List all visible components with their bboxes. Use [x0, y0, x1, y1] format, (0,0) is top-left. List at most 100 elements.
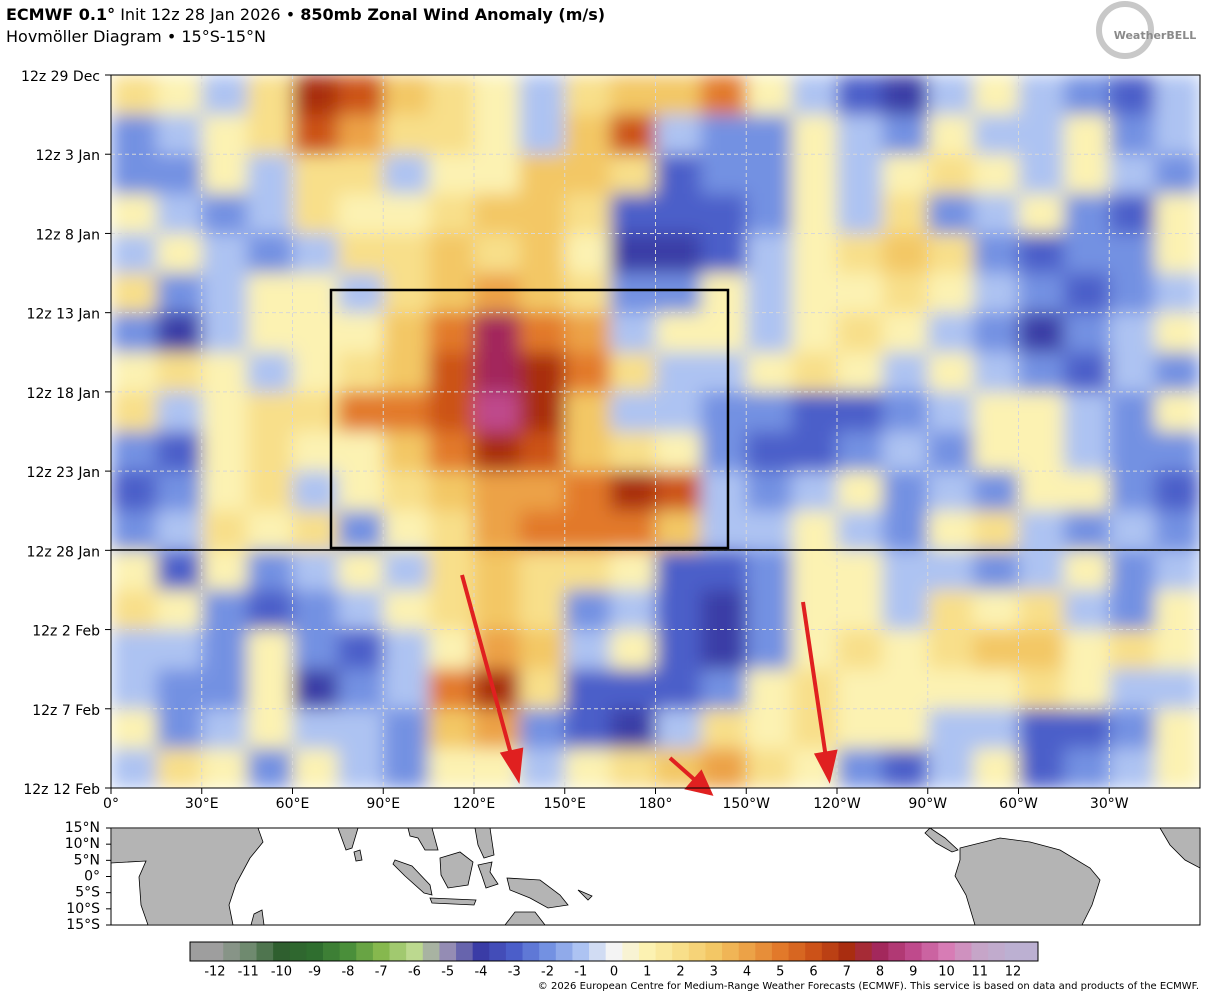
heatmap-cell: [610, 471, 656, 512]
heatmap-cell: [111, 273, 157, 314]
heatmap-cell: [337, 391, 384, 432]
heatmap-cell: [973, 748, 1019, 788]
heatmap-cell: [927, 510, 974, 551]
colorbar-tick-label: -1: [574, 965, 587, 980]
x-tick-label: 30°E: [185, 796, 219, 812]
heatmap-cell: [973, 273, 1019, 314]
heatmap-cell: [564, 629, 611, 670]
heatmap-cell: [882, 629, 929, 670]
heatmap-cell: [837, 669, 883, 710]
heatmap-cell: [519, 708, 566, 749]
colorbar-swatch: [256, 942, 274, 961]
heatmap-cell: [1018, 708, 1065, 749]
heatmap-cell: [1018, 114, 1065, 155]
colorbar-tick-label: 9: [909, 965, 917, 980]
heatmap-cell: [474, 510, 520, 551]
colorbar-swatch: [688, 942, 706, 961]
heatmap-cell: [428, 510, 475, 551]
heatmap-cell: [700, 510, 747, 551]
heatmap-cell: [927, 471, 974, 512]
colorbar-swatch: [323, 942, 341, 961]
heatmap-cell: [1018, 589, 1065, 631]
y-tick-label: 12z 7 Feb: [32, 703, 100, 719]
heatmap-cell: [927, 312, 974, 353]
heatmap-cell: [655, 550, 702, 591]
heatmap-cell: [519, 193, 566, 234]
heatmap-cell: [837, 471, 883, 512]
heatmap-cell: [1063, 75, 1110, 116]
heatmap-cell: [927, 550, 974, 591]
heatmap-cell: [428, 708, 475, 749]
heatmap-cell: [428, 550, 475, 591]
colorbar: -12 -11 -10 -9 -8 -7 -6 -5 -4 -3 -2 -1 0 1 2 3 4 5 6 7 8 9 10 1…: [190, 942, 1039, 980]
heatmap-cell: [156, 589, 203, 631]
heatmap-cell: [1018, 273, 1065, 314]
heatmap-cell: [564, 391, 611, 432]
heatmap-cell: [610, 589, 656, 631]
credit: © 2026 European Centre for Medium-Range …: [537, 981, 1199, 992]
heatmap-cell: [700, 273, 747, 314]
colorbar-tick-label: 6: [809, 965, 817, 980]
heatmap-cell: [610, 312, 656, 353]
heatmap-cell: [1109, 669, 1156, 710]
heatmap-cell: [1063, 352, 1110, 393]
heatmap-cell: [292, 669, 339, 710]
x-tick-label: 150°W: [722, 796, 770, 812]
heatmap-cell: [1018, 154, 1065, 195]
heatmap-cell: [337, 114, 384, 155]
heatmap-cell: [519, 273, 566, 314]
heatmap-cell: [927, 193, 974, 234]
heatmap-cell: [610, 510, 656, 551]
heatmap-cell: [610, 154, 656, 195]
map-tick-label: 15°N: [65, 820, 100, 836]
colorbar-tick-label: -12: [204, 965, 225, 980]
heatmap-cell: [201, 510, 248, 551]
chart-title: 850mb Zonal Wind Anomaly (m/s): [300, 5, 606, 24]
heatmap-cell: [700, 431, 747, 472]
heatmap-cell: [927, 154, 974, 195]
heatmap-cell: [973, 669, 1019, 710]
heatmap-cell: [973, 431, 1019, 472]
heatmap-cell: [973, 193, 1019, 234]
heatmap-cell: [247, 312, 293, 353]
heatmap-cell: [700, 75, 747, 116]
arrow-head: [813, 749, 838, 784]
heatmap-cell: [655, 510, 702, 551]
heatmap-cell: [1154, 193, 1200, 234]
heatmap-clip: [111, 75, 1200, 788]
heatmap-cell: [201, 114, 248, 155]
heatmap-cell: [201, 708, 248, 749]
heatmap-cell: [927, 589, 974, 631]
heatmap-cell: [837, 550, 883, 591]
heatmap-cell: [1109, 312, 1156, 353]
y-tick-label: 12z 18 Jan: [27, 386, 100, 402]
colorbar-tick-label: 7: [843, 965, 851, 980]
heatmap-cell: [1109, 233, 1156, 274]
colorbar-swatch: [821, 942, 839, 961]
colorbar-tick-label: 0: [610, 965, 618, 980]
heatmap-cell: [428, 431, 475, 472]
heatmap-cell: [1109, 75, 1156, 116]
philippines: [474, 827, 495, 859]
heatmap-cell: [791, 391, 838, 432]
heatmap-cell: [383, 154, 430, 195]
heatmap-cell: [474, 352, 520, 393]
heatmap-cell: [474, 312, 520, 353]
heatmap-cell: [837, 233, 883, 274]
heatmap-cell: [111, 708, 157, 749]
heatmap-cell: [882, 352, 929, 393]
heatmap-cell: [700, 669, 747, 710]
heatmap-cell: [1154, 629, 1200, 670]
heatmap-cell: [111, 75, 157, 116]
title-line: ECMWF 0.1° Init 12z 28 Jan 2026 • 850mb …: [6, 4, 605, 26]
heatmap-cell: [1018, 193, 1065, 234]
indochina: [407, 827, 439, 851]
y-tick-label: 12z 3 Jan: [35, 148, 100, 164]
heatmap-cell: [111, 114, 157, 155]
heatmap-cell: [1109, 431, 1156, 472]
heatmap-cell: [1154, 352, 1200, 393]
heatmap-cell: [1063, 431, 1110, 472]
colorbar-tick-label: -9: [308, 965, 321, 980]
colorbar-swatch: [489, 942, 507, 961]
